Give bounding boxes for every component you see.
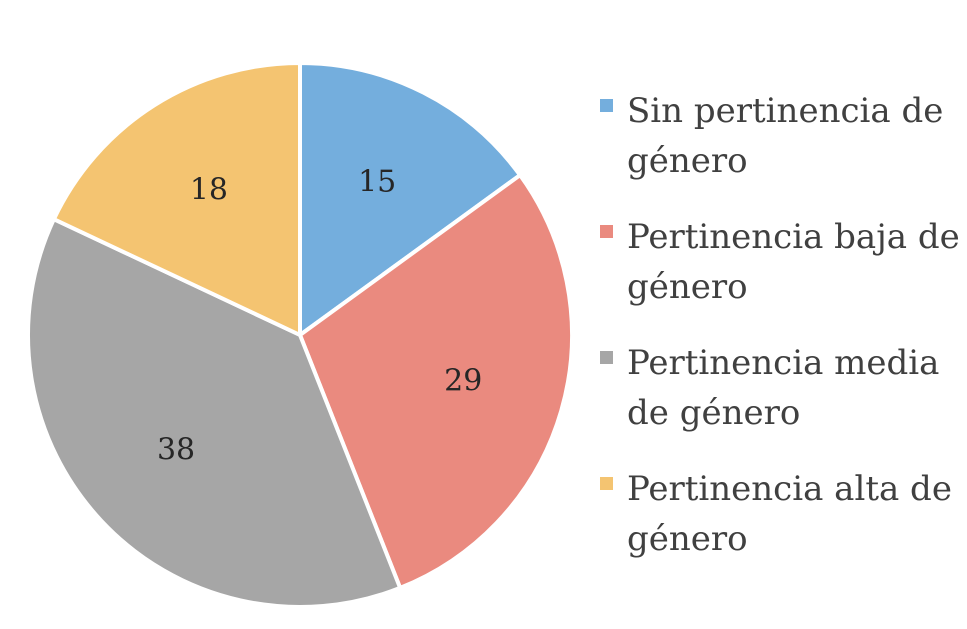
pie-data-label-1: 15 (358, 165, 396, 200)
pie-slice-2 (297, 172, 574, 591)
legend-item-pertinencia-media: Pertinencia media de género (600, 338, 967, 438)
pie-data-label-4: 18 (190, 172, 228, 207)
pie-slice-4 (51, 60, 302, 339)
legend-label: Sin pertinencia de género (627, 91, 944, 181)
pie-slices (26, 60, 574, 609)
legend-item-pertinencia-baja: Pertinencia baja de género (600, 212, 967, 312)
pie-data-labels: 15 29 38 18 (157, 165, 482, 468)
legend: Sin pertinencia de género Pertinencia ba… (600, 86, 967, 590)
pie-data-label-2: 29 (444, 363, 482, 398)
pie-chart: 15 29 38 18 (26, 60, 574, 609)
legend-label: Pertinencia baja de género (627, 217, 960, 307)
pie-data-label-3: 38 (157, 432, 195, 467)
legend-label: Pertinencia alta de género (627, 469, 952, 559)
legend-swatch (600, 99, 613, 112)
pie-slice-1 (298, 60, 523, 339)
legend-label: Pertinencia media de género (627, 343, 940, 433)
legend-swatch (600, 225, 613, 238)
legend-item-sin-pertinencia: Sin pertinencia de género (600, 86, 967, 186)
legend-swatch (600, 477, 613, 490)
legend-item-pertinencia-alta: Pertinencia alta de género (600, 464, 967, 564)
legend-swatch (600, 351, 613, 364)
pie-slice-3 (26, 216, 403, 609)
